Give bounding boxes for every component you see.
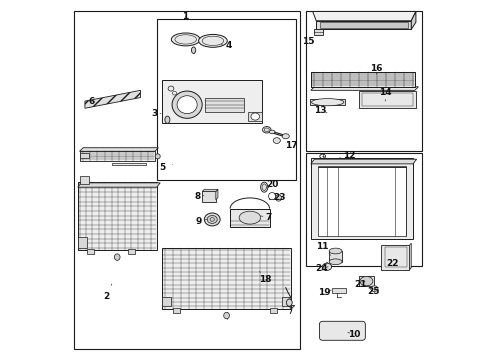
Text: 3: 3 xyxy=(151,109,161,118)
Ellipse shape xyxy=(198,35,227,47)
Ellipse shape xyxy=(204,213,220,226)
Text: 16: 16 xyxy=(369,64,382,74)
Text: 14: 14 xyxy=(378,87,391,101)
Text: 4: 4 xyxy=(221,41,231,50)
Polygon shape xyxy=(172,309,180,314)
Ellipse shape xyxy=(177,96,197,114)
Ellipse shape xyxy=(239,211,260,224)
FancyBboxPatch shape xyxy=(319,321,365,340)
Polygon shape xyxy=(316,21,410,30)
Ellipse shape xyxy=(311,99,343,106)
Polygon shape xyxy=(215,189,218,200)
Text: 2: 2 xyxy=(103,284,112,301)
Ellipse shape xyxy=(275,195,281,201)
Ellipse shape xyxy=(260,182,267,192)
Text: 23: 23 xyxy=(273,193,285,202)
Ellipse shape xyxy=(172,91,202,118)
Polygon shape xyxy=(359,276,373,286)
Polygon shape xyxy=(80,151,155,161)
Polygon shape xyxy=(269,309,276,314)
Polygon shape xyxy=(268,193,275,199)
Polygon shape xyxy=(381,267,410,270)
Polygon shape xyxy=(310,159,416,164)
Polygon shape xyxy=(78,182,156,250)
Polygon shape xyxy=(204,98,244,112)
Text: 19: 19 xyxy=(318,288,330,297)
Polygon shape xyxy=(128,249,135,254)
Polygon shape xyxy=(410,12,415,30)
Polygon shape xyxy=(230,209,269,226)
Text: 10: 10 xyxy=(347,330,359,339)
Polygon shape xyxy=(408,243,410,270)
Polygon shape xyxy=(202,192,215,202)
Ellipse shape xyxy=(155,154,160,159)
Polygon shape xyxy=(310,87,418,90)
Text: 11: 11 xyxy=(316,242,330,255)
Polygon shape xyxy=(78,183,160,187)
Polygon shape xyxy=(80,153,88,158)
Text: 22: 22 xyxy=(386,259,398,268)
Polygon shape xyxy=(86,249,94,254)
Ellipse shape xyxy=(171,33,200,46)
Ellipse shape xyxy=(359,276,372,286)
Polygon shape xyxy=(317,167,405,235)
Ellipse shape xyxy=(370,286,377,292)
Polygon shape xyxy=(247,112,261,121)
Text: 15: 15 xyxy=(302,37,314,46)
Ellipse shape xyxy=(273,138,280,143)
Polygon shape xyxy=(162,306,294,309)
Text: 5: 5 xyxy=(159,163,172,172)
Text: 1: 1 xyxy=(182,12,188,21)
Polygon shape xyxy=(310,99,344,105)
Ellipse shape xyxy=(164,116,169,123)
Text: 6: 6 xyxy=(89,96,98,105)
Polygon shape xyxy=(80,176,88,184)
Ellipse shape xyxy=(207,216,217,224)
Polygon shape xyxy=(381,245,408,270)
Ellipse shape xyxy=(223,312,229,319)
Polygon shape xyxy=(282,297,290,306)
Polygon shape xyxy=(310,72,414,87)
Ellipse shape xyxy=(268,193,275,200)
Polygon shape xyxy=(319,22,407,28)
Ellipse shape xyxy=(191,47,195,53)
Ellipse shape xyxy=(286,299,292,306)
Text: 24: 24 xyxy=(315,265,327,274)
Ellipse shape xyxy=(328,259,341,265)
Polygon shape xyxy=(359,91,415,108)
Ellipse shape xyxy=(328,248,341,254)
Text: 18: 18 xyxy=(259,271,271,284)
Text: 9: 9 xyxy=(195,217,206,226)
Polygon shape xyxy=(80,148,158,151)
Polygon shape xyxy=(312,12,415,21)
Text: 21: 21 xyxy=(354,280,366,289)
Ellipse shape xyxy=(250,113,259,120)
Ellipse shape xyxy=(262,127,270,133)
Polygon shape xyxy=(162,297,171,306)
Polygon shape xyxy=(202,189,218,192)
Polygon shape xyxy=(78,237,86,248)
Polygon shape xyxy=(310,158,412,239)
Polygon shape xyxy=(328,251,341,262)
Polygon shape xyxy=(332,288,345,293)
Text: 13: 13 xyxy=(314,105,326,114)
Ellipse shape xyxy=(282,134,289,139)
Polygon shape xyxy=(162,80,262,123)
Text: 17: 17 xyxy=(285,141,298,150)
Text: 25: 25 xyxy=(366,287,379,296)
Ellipse shape xyxy=(269,130,274,134)
Polygon shape xyxy=(112,163,145,165)
Polygon shape xyxy=(85,90,140,108)
Polygon shape xyxy=(162,248,290,309)
Ellipse shape xyxy=(322,263,331,270)
Polygon shape xyxy=(314,30,322,35)
Text: 8: 8 xyxy=(194,192,203,201)
Text: 7: 7 xyxy=(260,213,271,222)
Text: 20: 20 xyxy=(265,180,278,189)
Ellipse shape xyxy=(114,254,120,260)
Text: 12: 12 xyxy=(339,151,355,160)
